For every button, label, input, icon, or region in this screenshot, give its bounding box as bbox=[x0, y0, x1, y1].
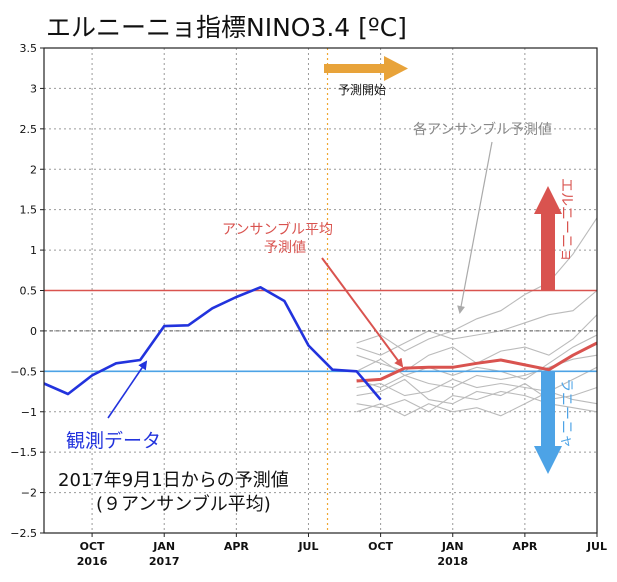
y-tick-label: 1.5 bbox=[20, 204, 38, 217]
x-tick-year: 2018 bbox=[437, 555, 468, 568]
y-tick-label: 3 bbox=[30, 82, 37, 95]
x-tick-label: JUL bbox=[586, 540, 607, 553]
y-tick-label: 2 bbox=[30, 163, 37, 176]
el-nino-arrow-head bbox=[534, 186, 562, 214]
members-pointer bbox=[457, 141, 493, 314]
el-nino-arrow-shaft bbox=[541, 212, 555, 290]
ensemble-member-line-1 bbox=[356, 217, 598, 352]
observed-pointer bbox=[107, 360, 148, 419]
forecast-arrow-shaft bbox=[324, 64, 384, 73]
y-tick-label: −0.5 bbox=[10, 365, 37, 378]
ensemble-mean-line bbox=[356, 341, 598, 383]
forecast-note-line1: 2017年9月1日からの予測値 bbox=[58, 470, 289, 491]
x-tick-label: APR bbox=[512, 540, 538, 553]
y-tick-label: 0.5 bbox=[20, 285, 38, 298]
chart-title: エルニーニョ指標NINO3.4 [ºC] bbox=[46, 13, 407, 42]
ensemble-member-line-8 bbox=[356, 390, 598, 413]
ensemble-mean-pointer bbox=[321, 257, 404, 368]
observed-line bbox=[43, 285, 382, 401]
y-tick-label: 3.5 bbox=[20, 42, 38, 55]
y-axis-ticks: 3.5 3 2.5 2 1.5 1 0.5 0 −0.5 −1 −1.5 −2 −2.5 bbox=[10, 42, 44, 540]
y-tick-label: 2.5 bbox=[20, 123, 38, 136]
la-nina-arrow-shaft bbox=[541, 372, 555, 448]
x-axis-ticks: OCT 2016 JAN 2017 APR JUL OCT JAN 2018 APR JUL bbox=[77, 533, 607, 568]
forecast-note-line2: (９アンサンブル平均) bbox=[96, 493, 271, 515]
ensemble-mean-label-line1: アンサンブル平均 bbox=[222, 221, 333, 238]
ensemble-mean-label-line2: 予測値 bbox=[264, 240, 306, 256]
x-tick-label: JUL bbox=[297, 540, 318, 553]
x-tick-label: JAN bbox=[152, 540, 175, 553]
ensemble-member-line-7 bbox=[356, 378, 598, 405]
forecast-arrow-head bbox=[384, 56, 408, 81]
x-tick-year: 2017 bbox=[149, 555, 180, 568]
la-nina-label: ラニーニャ bbox=[558, 378, 574, 448]
y-tick-label: 1 bbox=[30, 244, 37, 257]
ensemble-member-line-2 bbox=[356, 290, 598, 356]
ensemble-member-line-6 bbox=[356, 366, 598, 397]
x-tick-year: 2016 bbox=[77, 555, 108, 568]
members-label: 各アンサンブル予測値 bbox=[413, 121, 552, 138]
y-tick-label: −2.5 bbox=[10, 527, 37, 540]
la-nina-indicator bbox=[534, 372, 562, 474]
ensemble-member-line-9 bbox=[356, 390, 598, 417]
observed-label: 観測データ bbox=[66, 430, 161, 452]
y-tick-label: 0 bbox=[30, 325, 37, 338]
la-nina-arrow-head bbox=[534, 446, 562, 474]
forecast-start-label: 予測開始 bbox=[338, 83, 386, 97]
el-nino-indicator bbox=[534, 186, 562, 290]
y-tick-label: −1 bbox=[21, 406, 37, 419]
x-tick-label: APR bbox=[224, 540, 250, 553]
series-layer bbox=[43, 285, 598, 401]
reference-lines bbox=[44, 289, 597, 373]
x-tick-label: JAN bbox=[441, 540, 464, 553]
el-nino-label: エルニーニョ bbox=[558, 178, 574, 262]
x-tick-label: OCT bbox=[80, 540, 105, 553]
ensemble-member-line-4 bbox=[356, 334, 598, 381]
forecast-start-arrow bbox=[324, 56, 408, 81]
x-tick-label: OCT bbox=[368, 540, 393, 553]
y-tick-label: −2 bbox=[21, 487, 37, 500]
y-tick-label: −1.5 bbox=[10, 446, 37, 459]
